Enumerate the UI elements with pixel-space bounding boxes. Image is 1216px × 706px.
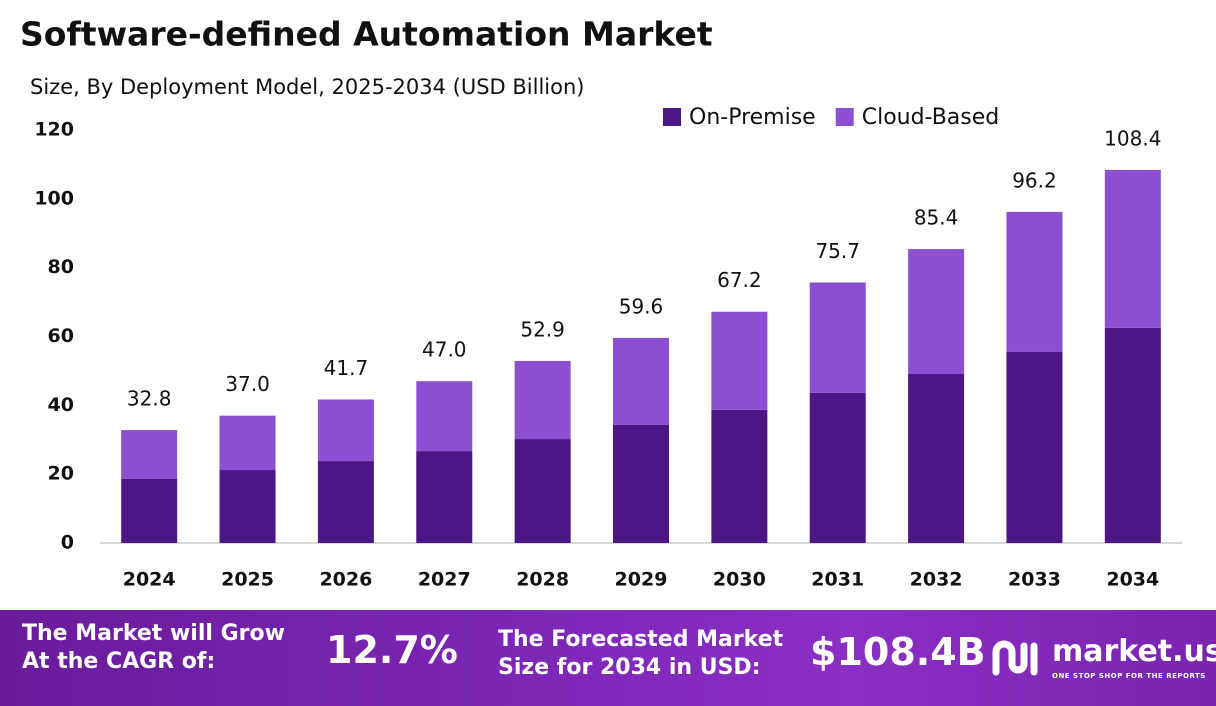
forecast-value: $108.4B — [810, 630, 986, 674]
total-label: 75.7 — [815, 239, 860, 263]
x-tick-label: 2025 — [221, 569, 274, 591]
y-tick-label: 40 — [48, 394, 74, 416]
y-tick-label: 120 — [34, 119, 74, 141]
x-tick-label: 2028 — [516, 569, 569, 591]
bar-segment — [1104, 169, 1161, 328]
y-tick-label: 60 — [48, 325, 74, 347]
chart-subtitle: Size, By Deployment Model, 2025-2034 (US… — [30, 75, 584, 99]
total-label: 67.2 — [717, 268, 762, 292]
x-tick-label: 2030 — [713, 569, 766, 591]
bar-segment — [1006, 351, 1063, 543]
bar-segment — [416, 451, 473, 543]
chart: Software-defined Automation Market Size,… — [20, 15, 1182, 591]
bar-segment — [317, 399, 374, 462]
bar-segment — [1104, 327, 1161, 543]
bar-segment — [613, 337, 669, 425]
bar-segment — [416, 381, 473, 452]
brand: market.us — [1052, 634, 1216, 669]
total-label: 32.8 — [127, 387, 172, 411]
total-label: 37.0 — [225, 372, 270, 396]
forecast-line: Size for 2034 in USD: — [498, 655, 761, 680]
y-tick-label: 20 — [48, 463, 74, 485]
x-tick-label: 2034 — [1106, 569, 1159, 591]
bar-segment — [809, 392, 866, 543]
legend-swatch — [835, 108, 854, 126]
legend-swatch — [663, 108, 681, 126]
total-label: 96.2 — [1012, 168, 1057, 192]
x-tick-label: 2033 — [1008, 569, 1061, 591]
total-label: 52.9 — [520, 317, 565, 341]
bar-segment — [514, 360, 571, 440]
cagr-text: The Market will Grow At the CAGR of: — [22, 620, 285, 676]
total-label: 59.6 — [619, 294, 664, 318]
bar-segment — [711, 311, 768, 410]
x-tick-label: 2029 — [615, 569, 668, 591]
cagr-line: The Market will Grow — [22, 621, 285, 646]
bar-segment — [121, 430, 178, 479]
bar-segment — [809, 282, 866, 393]
forecast-text: The Forecasted Market Size for 2034 in U… — [498, 626, 783, 682]
total-label: 47.0 — [422, 338, 467, 362]
forecast-line: The Forecasted Market — [498, 627, 784, 652]
y-tick-label: 80 — [48, 256, 74, 278]
bar-segment — [317, 461, 374, 543]
bar-segment — [908, 249, 965, 375]
logo-icon — [992, 640, 1038, 676]
x-tick-label: 2027 — [418, 569, 471, 591]
bar-segment — [711, 409, 768, 543]
banner: The Market will Grow At the CAGR of: 12.… — [0, 610, 1216, 706]
x-tick-label: 2024 — [123, 569, 176, 591]
x-tick-label: 2026 — [319, 569, 372, 591]
chart-title: Software-defined Automation Market — [20, 15, 713, 54]
bar-segment — [121, 478, 178, 543]
bar-segment — [908, 374, 965, 543]
y-tick-label: 100 — [34, 187, 74, 209]
cagr-line: At the CAGR of: — [22, 649, 216, 674]
bar-segment — [1006, 211, 1063, 352]
cagr-value: 12.7% — [326, 628, 458, 672]
y-tick-label: 0 — [61, 532, 74, 554]
legend-label: Cloud-Based — [862, 105, 1000, 130]
bar-segment — [613, 424, 669, 543]
x-tick-label: 2031 — [811, 569, 864, 591]
x-tick-label: 2032 — [910, 569, 963, 591]
total-label: 41.7 — [324, 356, 369, 380]
bar-segment — [514, 439, 571, 543]
bar-segment — [219, 415, 276, 471]
total-label: 85.4 — [914, 206, 959, 230]
bar-segment — [219, 470, 276, 543]
legend-label: On-Premise — [689, 105, 816, 130]
tagline: ONE STOP SHOP FOR THE REPORTS — [1052, 672, 1206, 680]
total-label: 108.4 — [1104, 126, 1161, 150]
